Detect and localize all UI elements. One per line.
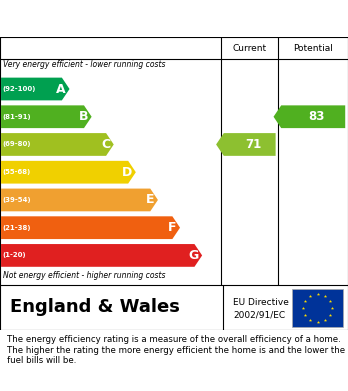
Text: 2002/91/EC: 2002/91/EC xyxy=(233,310,285,319)
Text: (21-38): (21-38) xyxy=(3,225,31,231)
Text: EU Directive: EU Directive xyxy=(233,298,289,307)
Text: (1-20): (1-20) xyxy=(3,253,26,258)
Text: (92-100): (92-100) xyxy=(3,86,36,92)
Polygon shape xyxy=(274,105,345,128)
Polygon shape xyxy=(216,133,276,156)
Polygon shape xyxy=(1,161,136,184)
Text: (69-80): (69-80) xyxy=(3,142,31,147)
Polygon shape xyxy=(1,188,158,211)
Text: B: B xyxy=(79,110,88,123)
Polygon shape xyxy=(1,244,202,267)
Text: G: G xyxy=(188,249,199,262)
Text: D: D xyxy=(122,166,132,179)
Polygon shape xyxy=(1,133,114,156)
Text: The energy efficiency rating is a measure of the overall efficiency of a home. T: The energy efficiency rating is a measur… xyxy=(7,335,345,365)
Polygon shape xyxy=(1,216,180,239)
Text: Not energy efficient - higher running costs: Not energy efficient - higher running co… xyxy=(3,271,166,280)
Text: C: C xyxy=(101,138,110,151)
Polygon shape xyxy=(1,78,70,100)
FancyBboxPatch shape xyxy=(292,289,343,327)
Text: England & Wales: England & Wales xyxy=(10,298,180,316)
Text: (81-91): (81-91) xyxy=(3,114,31,120)
Text: E: E xyxy=(146,194,155,206)
Text: Energy Efficiency Rating: Energy Efficiency Rating xyxy=(10,11,220,26)
Text: A: A xyxy=(56,83,66,95)
Text: Potential: Potential xyxy=(293,43,333,52)
Text: (39-54): (39-54) xyxy=(3,197,31,203)
Text: (55-68): (55-68) xyxy=(3,169,31,175)
Text: Very energy efficient - lower running costs: Very energy efficient - lower running co… xyxy=(3,60,166,69)
Text: 71: 71 xyxy=(245,138,261,151)
Text: 83: 83 xyxy=(308,110,325,123)
Text: F: F xyxy=(168,221,176,234)
Polygon shape xyxy=(1,105,92,128)
Text: Current: Current xyxy=(232,43,267,52)
